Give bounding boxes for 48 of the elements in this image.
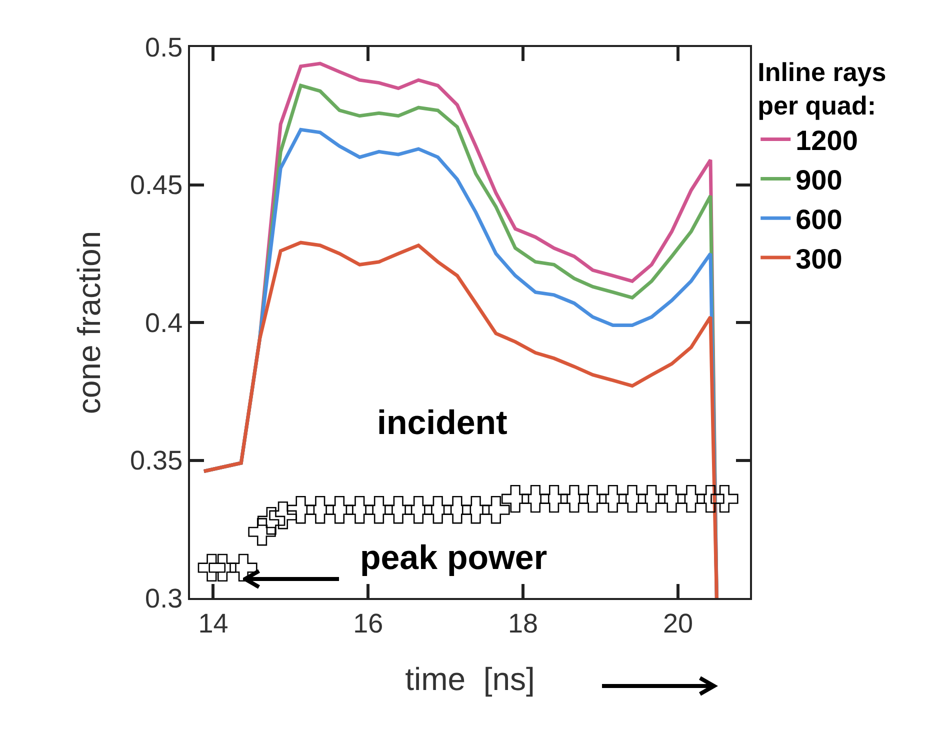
point — [326, 496, 354, 524]
point — [404, 496, 432, 524]
point — [286, 496, 315, 524]
annotation: incident — [377, 404, 508, 442]
legend-label: 600 — [796, 204, 842, 236]
point — [248, 518, 276, 546]
y-tick-label: 0.5 — [145, 32, 183, 62]
y-tick-label: 0.4 — [145, 308, 183, 338]
point — [424, 496, 452, 524]
point — [522, 484, 550, 513]
x-tick-label: 20 — [662, 608, 693, 638]
point — [618, 484, 646, 513]
point — [346, 496, 374, 524]
x-tick-label: 18 — [508, 608, 538, 638]
point — [501, 484, 530, 513]
point — [696, 484, 724, 513]
point — [462, 496, 490, 524]
point — [198, 554, 226, 582]
line-series — [202, 240, 718, 598]
point — [658, 484, 686, 513]
point — [677, 484, 705, 513]
point — [306, 496, 334, 524]
legend-label: 300 — [796, 243, 842, 274]
point — [257, 507, 286, 535]
point — [482, 496, 510, 524]
point — [560, 484, 588, 513]
point — [578, 484, 607, 513]
x-tick-label: 14 — [198, 608, 228, 638]
y-axis-title: cone fraction — [70, 230, 107, 414]
annotation: peak power — [360, 539, 548, 577]
point — [710, 484, 738, 513]
point — [365, 496, 393, 524]
y-tick-label: 0.3 — [145, 583, 183, 614]
point — [208, 554, 236, 582]
point — [599, 484, 627, 513]
legend-label: 900 — [796, 164, 842, 196]
point — [540, 484, 568, 513]
point — [443, 496, 472, 524]
legend-title: Inline rays per quad: — [758, 56, 886, 121]
x-axis-title: time [ns] — [405, 660, 535, 697]
point — [638, 484, 666, 513]
point — [269, 502, 297, 530]
point — [230, 554, 258, 582]
y-tick-label: 0.45 — [130, 170, 183, 200]
y-tick-label: 0.35 — [130, 446, 183, 476]
legend-label: 1200 — [796, 125, 858, 156]
x-tick-label: 16 — [353, 608, 384, 638]
point — [384, 496, 412, 524]
